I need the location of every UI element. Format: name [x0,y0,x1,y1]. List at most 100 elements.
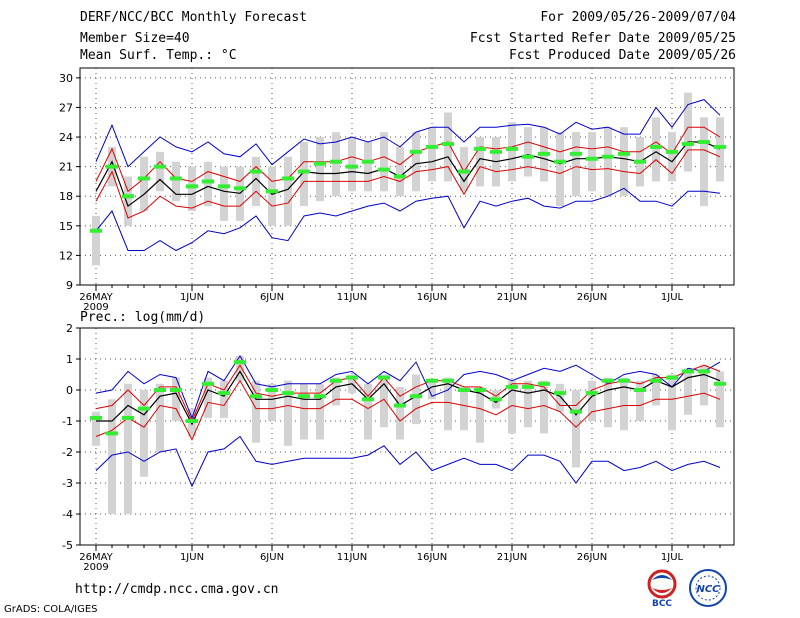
spread-box [92,411,100,446]
median-marker [602,154,614,159]
median-marker [234,186,246,191]
median-marker [714,144,726,149]
spread-box [284,380,292,446]
grads-credit: GrADS: COLA/IGES [4,604,98,615]
y-tick-label: -2 [62,446,73,459]
median-marker [186,184,198,189]
spread-box [684,368,692,415]
median-marker [410,149,422,154]
median-marker [474,388,486,392]
median-marker [250,394,262,399]
spread-box [508,380,516,434]
spread-box [316,137,324,202]
spread-box [668,374,676,431]
y-tick-label: 27 [59,101,73,114]
median-marker [138,406,150,411]
max-line [95,354,721,420]
median-marker [362,159,374,164]
bcc-logo: BCC [647,569,677,608]
median-marker [458,388,470,392]
x-tick-label: 11JUN [337,292,367,303]
panel-frame [79,67,735,286]
spread-box [460,146,468,192]
spread-box [604,377,612,428]
median-marker [218,184,230,189]
spread-box [700,117,708,207]
spread-box [428,380,436,400]
variable-label: Mean Surf. Temp.: °C [80,48,237,63]
spread-box [124,176,132,226]
spread-box [380,132,388,192]
y-tick-label: 21 [59,161,73,174]
spread-box [300,141,308,207]
median-marker [634,388,646,392]
median-marker [586,391,598,396]
x-tick-label: 6JUN [260,292,284,303]
median-marker [234,360,246,365]
median-marker [314,394,326,399]
median-marker [282,391,294,396]
median-marker [314,161,326,166]
median-marker [650,378,662,383]
median-marker [90,228,102,233]
spread-box [460,386,468,431]
median-marker [186,419,198,423]
panel-frame [79,327,735,546]
median-marker [266,189,278,194]
spread-box [652,117,660,182]
spread-box [140,390,148,477]
spread-box [540,380,548,434]
spread-box [252,156,260,207]
spread-box [252,380,260,443]
median-marker [554,159,566,164]
spread-box [172,377,180,421]
median-marker [538,151,550,156]
median-marker [90,415,102,420]
spread-box [332,132,340,197]
median-marker [586,156,598,161]
min-line [95,187,721,252]
median-marker [378,375,390,380]
spread-box [188,166,196,212]
median-marker [522,154,534,159]
median-marker [442,378,454,383]
spread-box [396,386,404,440]
median-marker [698,369,710,374]
upper-line [95,364,721,423]
median-marker [698,139,710,144]
spread-box [108,399,116,514]
spread-box [588,380,596,421]
spread-box [716,117,724,182]
started-date: Fcst Started Refer Date 2009/05/25 [469,31,736,46]
upper-line [95,126,721,193]
median-marker [298,394,310,399]
year-label: 2009 [83,302,108,313]
x-tick-label: 26MAY [79,552,113,563]
spread-box [412,132,420,192]
spread-box [508,122,516,182]
median-marker [122,194,134,199]
spread-box [524,127,532,177]
median-marker [266,388,278,392]
x-tick-label: 16JUN [417,552,447,563]
x-tick-label: 21JUN [497,292,527,303]
median-marker [506,384,518,389]
median-marker [506,146,518,151]
panel-temperature: 9 12 15 18 21 24 27 30 26MAY 1JUN 6JUN 11JUN 16JUN 21… [59,67,735,313]
spread-box [668,132,676,182]
median-marker [346,375,358,380]
spread-box [556,383,564,412]
spread-box [572,390,580,468]
y-tick-label: -5 [62,539,73,552]
spread-box [204,377,212,418]
spread-box [332,377,340,406]
median-marker [138,176,150,181]
median-marker [202,179,214,184]
median-marker [282,176,294,181]
spread-box [620,127,628,197]
y-tick-label: 15 [59,220,73,233]
lower-line [95,379,721,441]
median-marker [330,159,342,164]
median-marker [298,169,310,174]
